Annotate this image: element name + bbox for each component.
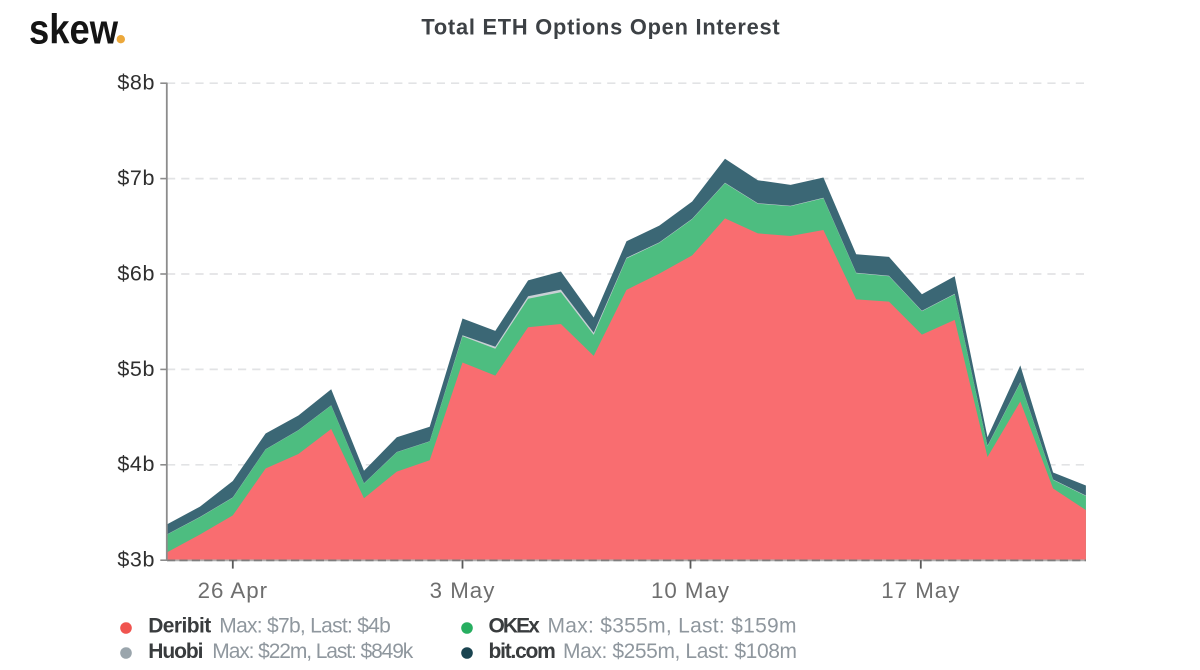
svg-text:Huobi: Huobi [148,640,203,663]
svg-text:26 Apr: 26 Apr [198,578,268,603]
svg-text:$4b: $4b [117,452,155,476]
svg-text:OKEx: OKEx [489,615,541,638]
svg-text:Max: $22m, Last: $849k: Max: $22m, Last: $849k [212,640,413,663]
svg-text:skew: skew [29,6,118,53]
svg-text:Max: $255m, Last: $108m: Max: $255m, Last: $108m [563,640,797,663]
svg-text:Deribit: Deribit [148,615,211,638]
svg-text:17 May: 17 May [881,578,960,603]
svg-text:bit.com: bit.com [489,640,556,663]
svg-text:3 May: 3 May [430,578,496,603]
svg-text:$7b: $7b [117,166,155,190]
svg-text:$6b: $6b [117,261,155,285]
svg-text:$8b: $8b [117,71,155,95]
svg-text:Max: $7b, Last: $4b: Max: $7b, Last: $4b [219,615,390,638]
svg-text:$3b: $3b [117,548,155,572]
svg-text:$5b: $5b [117,357,155,381]
svg-text:10 May: 10 May [651,578,730,603]
svg-text:Total ETH Options Open Interes: Total ETH Options Open Interest [421,15,779,40]
svg-text:Max: $355m, Last: $159m: Max: $355m, Last: $159m [548,615,797,638]
